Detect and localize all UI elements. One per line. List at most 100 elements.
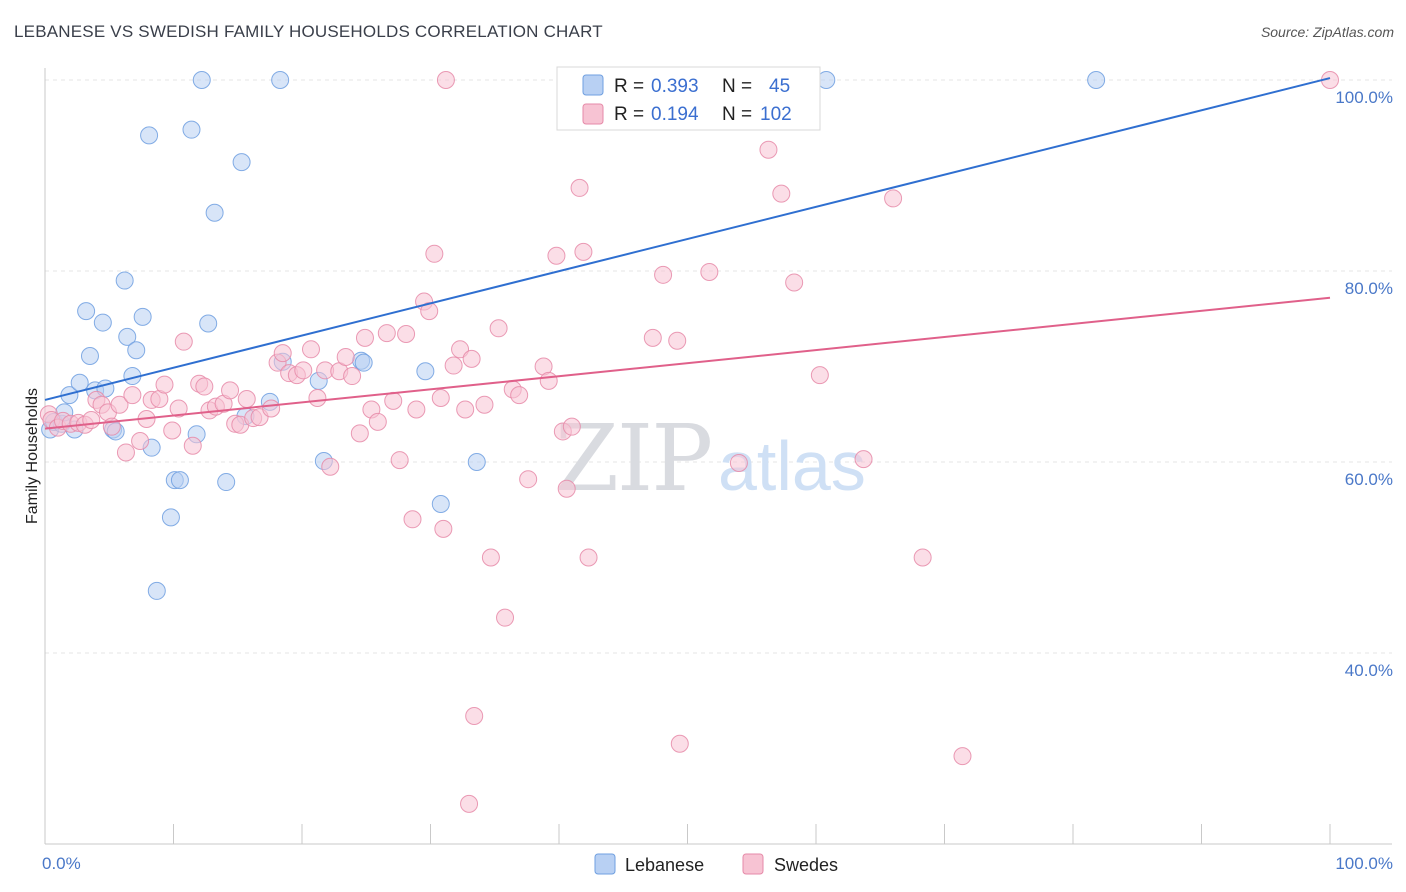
data-point: [444, 356, 463, 375]
trend-line-swedes: [44, 296, 1331, 430]
legend-n-label-lebanese: N =: [722, 76, 752, 97]
data-point: [700, 262, 719, 281]
data-point: [953, 747, 972, 766]
data-point: [93, 313, 112, 332]
data-point: [562, 417, 581, 436]
data-point: [118, 327, 137, 346]
legend-n-swedes: 102: [760, 104, 792, 125]
data-point: [481, 548, 500, 567]
bottom-legend-swatch-lebanese: [594, 853, 616, 875]
data-point: [913, 548, 932, 567]
series-swedes: [39, 71, 1339, 813]
data-point: [460, 794, 479, 813]
data-point: [547, 246, 566, 265]
data-point: [884, 189, 903, 208]
data-point: [205, 203, 224, 222]
data-point: [155, 375, 174, 394]
data-point: [321, 457, 340, 476]
data-point: [199, 314, 218, 333]
data-point: [115, 271, 134, 290]
data-point: [368, 412, 387, 431]
legend-box: R = 0.393 N = 45 R = 0.194 N = 102: [556, 66, 821, 131]
data-point: [434, 519, 453, 538]
y-tick-label: 60.0%: [1345, 470, 1393, 489]
y-axis-label: Family Households: [24, 388, 41, 524]
legend-r-label-swedes: R =: [614, 104, 644, 125]
trend-line-lebanese: [44, 77, 1331, 401]
data-point: [670, 734, 689, 753]
data-point: [77, 302, 96, 321]
data-point: [384, 391, 403, 410]
data-point: [436, 71, 455, 89]
data-point: [431, 495, 450, 514]
data-point: [451, 340, 470, 359]
data-point: [465, 707, 484, 726]
data-point: [854, 450, 873, 469]
bottom-legend-lebanese: Lebanese: [625, 855, 704, 875]
data-point: [308, 389, 327, 408]
data-point: [183, 436, 202, 455]
data-point: [237, 389, 256, 408]
watermark-zip: ZIP: [555, 405, 711, 512]
data-point: [539, 371, 558, 390]
data-point: [182, 120, 201, 139]
bottom-legend: Lebanese Swedes: [594, 853, 838, 875]
data-point: [557, 479, 576, 498]
data-point: [403, 510, 422, 529]
data-point: [343, 367, 362, 386]
data-point: [82, 410, 101, 429]
data-point: [431, 389, 450, 408]
data-point: [519, 470, 538, 489]
data-point: [192, 71, 211, 89]
chart-title: LEBANESE VS SWEDISH FAMILY HOUSEHOLDS CO…: [14, 22, 603, 41]
data-point: [80, 346, 99, 365]
watermark: ZIP atlas: [555, 405, 866, 512]
data-point: [462, 349, 481, 368]
data-point: [729, 453, 748, 472]
series-lebanese: [41, 71, 1106, 600]
data-point: [759, 140, 778, 159]
data-point: [407, 400, 426, 419]
data-point: [123, 386, 142, 405]
data-point: [147, 581, 166, 600]
data-point: [390, 451, 409, 470]
data-point: [271, 71, 290, 89]
chart-source: Source: ZipAtlas.com: [1260, 24, 1394, 40]
bottom-legend-swedes: Swedes: [774, 855, 838, 875]
data-point: [416, 362, 435, 381]
data-point: [570, 178, 589, 197]
gridlines: [45, 79, 1392, 654]
data-point: [456, 400, 475, 419]
data-point: [127, 341, 146, 360]
data-point: [810, 366, 829, 385]
data-point: [131, 431, 150, 450]
data-point: [785, 273, 804, 292]
data-point: [510, 386, 529, 405]
axes: [44, 68, 1392, 845]
data-point: [354, 353, 373, 372]
data-point: [350, 424, 369, 443]
data-point: [579, 548, 598, 567]
data-point: [489, 319, 508, 338]
y-tick-label: 80.0%: [1345, 279, 1393, 298]
bottom-legend-swatch-swedes: [742, 853, 764, 875]
data-point: [467, 453, 486, 471]
data-point: [336, 347, 355, 366]
data-point: [420, 302, 439, 321]
x-tick-label: 0.0%: [42, 854, 81, 873]
trend-lines: [44, 77, 1331, 430]
legend-r-lebanese: 0.393: [651, 76, 699, 97]
data-point: [262, 399, 281, 418]
x-tick-label: 100.0%: [1335, 854, 1393, 873]
data-point: [140, 126, 159, 145]
data-point: [1087, 71, 1106, 89]
data-point: [574, 242, 593, 261]
data-point: [668, 331, 687, 350]
data-point: [163, 421, 182, 440]
legend-r-swedes: 0.194: [651, 104, 699, 125]
data-point: [643, 328, 662, 347]
data-point: [174, 332, 193, 351]
data-point: [195, 377, 214, 396]
data-point: [133, 307, 152, 326]
y-tick-label: 100.0%: [1335, 88, 1393, 107]
